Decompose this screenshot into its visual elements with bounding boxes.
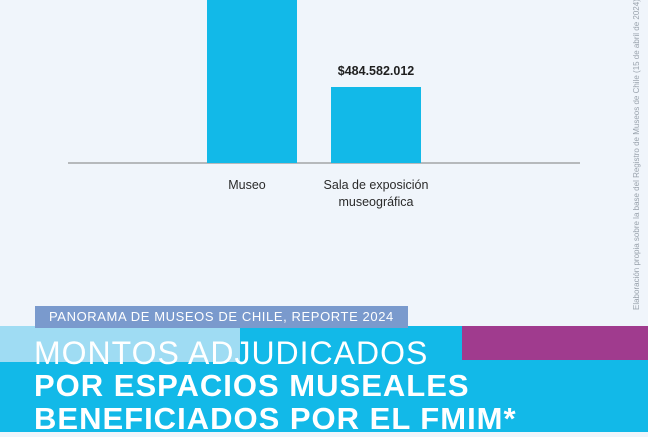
bar-sala-exposicion: [331, 87, 421, 163]
x-tick-label-sala: Sala de exposición museográfica: [323, 178, 429, 209]
source-note: Elaboración propia sobre la base del Reg…: [632, 0, 641, 310]
title-line-2: POR ESPACIOS MUSEALES: [34, 368, 470, 403]
data-label-sala-exposicion: $484.582.012: [338, 64, 415, 78]
banner-light-block: [0, 326, 240, 362]
banner-magenta-block: [462, 326, 648, 360]
bar-chart: $484.582.012: [68, 0, 580, 164]
x-tick-label-museo: Museo: [228, 178, 266, 192]
title-line-3: BENEFICIADOS POR EL FMIM*: [34, 401, 517, 436]
title-line-1: MONTOS ADJUDICADOS: [34, 335, 429, 371]
report-tag: PANORAMA DE MUSEOS DE CHILE, REPORTE 202…: [35, 306, 408, 328]
bar-museo: [207, 0, 297, 163]
title-banner: [0, 326, 648, 432]
